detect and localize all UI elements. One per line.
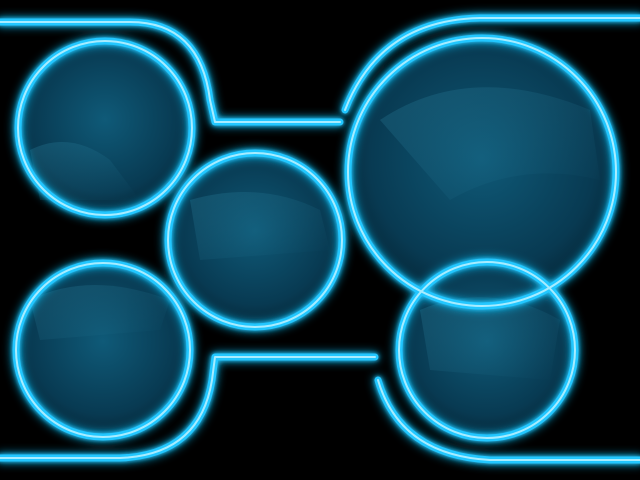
neon-cores [0, 17, 640, 461]
lens-reflections [30, 87, 600, 380]
